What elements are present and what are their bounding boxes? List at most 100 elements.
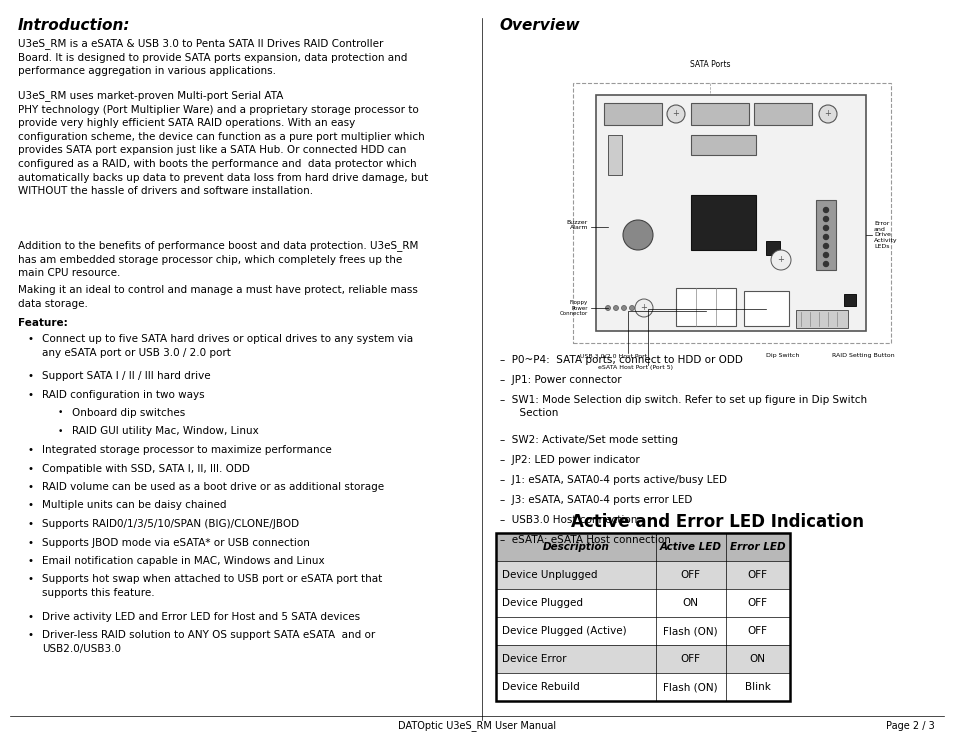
Text: RAID volume can be used as a boot drive or as additional storage: RAID volume can be used as a boot drive … xyxy=(42,482,384,492)
Text: Overview: Overview xyxy=(499,18,579,33)
Text: U3eS_RM uses market-proven Multi-port Serial ATA
PHY technology (Port Multiplier: U3eS_RM uses market-proven Multi-port Se… xyxy=(18,90,428,196)
Text: –  USB3.0 Host connection: – USB3.0 Host connection xyxy=(499,515,637,525)
Text: Feature:: Feature: xyxy=(18,318,68,328)
Text: OFF: OFF xyxy=(747,626,767,636)
Text: Device Plugged: Device Plugged xyxy=(501,598,582,608)
Bar xyxy=(496,561,789,589)
Text: Dip Switch: Dip Switch xyxy=(765,353,799,358)
Bar xyxy=(743,291,788,326)
Text: U3eS_RM is a eSATA & USB 3.0 to Penta SATA II Drives RAID Controller
Board. It i: U3eS_RM is a eSATA & USB 3.0 to Penta SA… xyxy=(18,38,407,76)
Bar xyxy=(496,533,789,561)
Circle shape xyxy=(605,306,610,311)
Text: •: • xyxy=(28,556,34,566)
Text: Blink: Blink xyxy=(744,682,770,692)
Text: Connect up to five SATA hard drives or optical drives to any system via
any eSAT: Connect up to five SATA hard drives or o… xyxy=(42,334,413,358)
Bar xyxy=(690,103,748,125)
Text: +: + xyxy=(639,303,647,312)
Text: •: • xyxy=(28,500,34,511)
Text: Page 2 / 3: Page 2 / 3 xyxy=(885,721,934,731)
Text: Active LED: Active LED xyxy=(659,542,721,552)
Bar xyxy=(815,200,835,270)
Text: Supports JBOD mode via eSATA* or USB connection: Supports JBOD mode via eSATA* or USB con… xyxy=(42,537,310,548)
Text: Floppy
Power
Connector: Floppy Power Connector xyxy=(559,300,587,317)
Circle shape xyxy=(635,299,652,317)
Bar xyxy=(496,645,789,673)
Text: –  J1: eSATA, SATA0-4 ports active/busy LED: – J1: eSATA, SATA0-4 ports active/busy L… xyxy=(499,475,726,485)
Text: –  SW2: Activate/Set mode setting: – SW2: Activate/Set mode setting xyxy=(499,435,677,445)
Bar xyxy=(795,310,847,328)
Circle shape xyxy=(822,235,827,240)
Text: USB 3.0/2.0 Host Port: USB 3.0/2.0 Host Port xyxy=(579,353,646,358)
Bar xyxy=(496,533,789,701)
Bar xyxy=(496,589,789,617)
Text: Support SATA I / II / III hard drive: Support SATA I / II / III hard drive xyxy=(42,371,211,381)
Text: •: • xyxy=(28,537,34,548)
Text: •: • xyxy=(28,390,34,399)
Bar xyxy=(843,294,855,306)
Text: Flash (ON): Flash (ON) xyxy=(662,626,718,636)
Text: Flash (ON): Flash (ON) xyxy=(662,682,718,692)
Text: •: • xyxy=(28,463,34,474)
Text: Supports RAID0/1/3/5/10/SPAN (BIG)/CLONE/JBOD: Supports RAID0/1/3/5/10/SPAN (BIG)/CLONE… xyxy=(42,519,299,529)
Text: Drive activity LED and Error LED for Host and 5 SATA devices: Drive activity LED and Error LED for Hos… xyxy=(42,612,359,621)
Text: Device Error: Device Error xyxy=(501,654,566,664)
Bar xyxy=(765,241,780,255)
Text: Buzzer
Alarm: Buzzer Alarm xyxy=(566,220,587,230)
Text: DATOptic U3eS_RM User Manual: DATOptic U3eS_RM User Manual xyxy=(397,720,556,731)
Text: Compatible with SSD, SATA I, II, III. ODD: Compatible with SSD, SATA I, II, III. OD… xyxy=(42,463,250,474)
Bar xyxy=(753,103,811,125)
Text: RAID Setting Button: RAID Setting Button xyxy=(831,353,893,358)
Text: Onboard dip switches: Onboard dip switches xyxy=(71,408,185,418)
Text: •: • xyxy=(28,574,34,584)
Text: •: • xyxy=(58,408,63,417)
Bar xyxy=(690,195,755,250)
Circle shape xyxy=(822,226,827,230)
Text: +: + xyxy=(672,109,679,119)
Text: –  J3: eSATA, SATA0-4 ports error LED: – J3: eSATA, SATA0-4 ports error LED xyxy=(499,495,692,505)
Text: OFF: OFF xyxy=(680,570,700,580)
Text: ON: ON xyxy=(749,654,765,664)
Bar xyxy=(607,135,621,175)
Text: Description: Description xyxy=(541,542,609,552)
Text: •: • xyxy=(28,612,34,621)
Circle shape xyxy=(620,306,626,311)
Circle shape xyxy=(770,250,790,270)
Circle shape xyxy=(818,105,836,123)
Text: –  P0~P4:  SATA ports, connect to HDD or ODD: – P0~P4: SATA ports, connect to HDD or O… xyxy=(499,355,741,365)
Text: Email notification capable in MAC, Windows and Linux: Email notification capable in MAC, Windo… xyxy=(42,556,324,566)
Bar xyxy=(496,673,789,701)
Text: Integrated storage processor to maximize performance: Integrated storage processor to maximize… xyxy=(42,445,332,455)
Text: Device Plugged (Active): Device Plugged (Active) xyxy=(501,626,626,636)
Text: Error
and
Drive
Activity
LEDs: Error and Drive Activity LEDs xyxy=(873,221,897,249)
Text: –  eSATA: eSATA Host connection: – eSATA: eSATA Host connection xyxy=(499,535,670,545)
Text: +: + xyxy=(823,109,831,119)
Circle shape xyxy=(822,252,827,258)
Text: •: • xyxy=(28,371,34,381)
Circle shape xyxy=(629,306,634,311)
Circle shape xyxy=(666,105,684,123)
Text: •: • xyxy=(58,427,63,435)
Text: Addition to the benefits of performance boost and data protection. U3eS_RM
has a: Addition to the benefits of performance … xyxy=(18,240,418,278)
Text: –  SW1: Mode Selection dip switch. Refer to set up figure in Dip Switch
      Se: – SW1: Mode Selection dip switch. Refer … xyxy=(499,395,866,418)
Bar xyxy=(496,617,789,645)
Circle shape xyxy=(613,306,618,311)
Text: OFF: OFF xyxy=(680,654,700,664)
Bar xyxy=(690,135,755,155)
Text: Device Rebuild: Device Rebuild xyxy=(501,682,578,692)
Text: •: • xyxy=(28,334,34,344)
Circle shape xyxy=(822,216,827,221)
Text: RAID configuration in two ways: RAID configuration in two ways xyxy=(42,390,204,399)
Text: •: • xyxy=(28,519,34,529)
Text: Making it an ideal to control and manage a must have protect, reliable mass
data: Making it an ideal to control and manage… xyxy=(18,285,417,308)
Circle shape xyxy=(822,244,827,249)
Text: Multiple units can be daisy chained: Multiple units can be daisy chained xyxy=(42,500,226,511)
Text: Supports hot swap when attached to USB port or eSATA port that
supports this fea: Supports hot swap when attached to USB p… xyxy=(42,574,382,598)
Circle shape xyxy=(822,207,827,213)
Text: Driver-less RAID solution to ANY OS support SATA eSATA  and or
USB2.0/USB3.0: Driver-less RAID solution to ANY OS supp… xyxy=(42,630,375,654)
Circle shape xyxy=(822,261,827,266)
Text: Device Unplugged: Device Unplugged xyxy=(501,570,597,580)
Text: ON: ON xyxy=(682,598,698,608)
Text: •: • xyxy=(28,482,34,492)
Text: RAID GUI utility Mac, Window, Linux: RAID GUI utility Mac, Window, Linux xyxy=(71,427,258,436)
Text: eSATA Host Port (Port 5): eSATA Host Port (Port 5) xyxy=(598,365,672,370)
